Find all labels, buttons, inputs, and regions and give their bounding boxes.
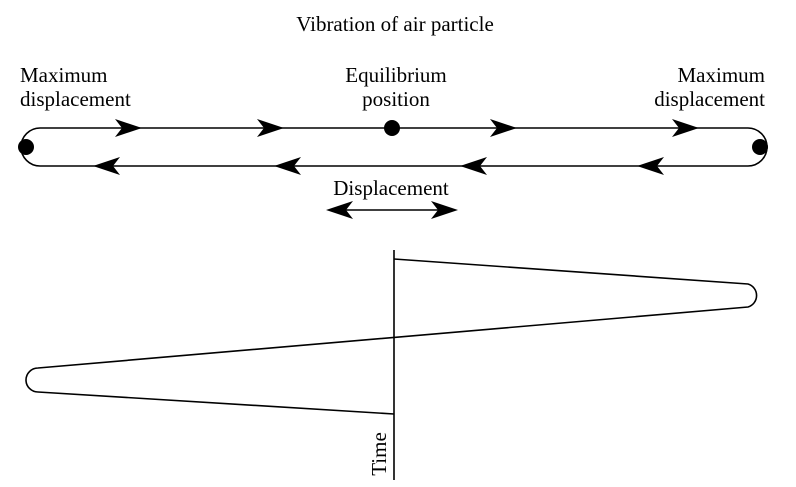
oscillation-path: [25, 258, 758, 415]
double-arrow-icon: [326, 201, 458, 219]
left-max-displacement-label-line2: displacement: [20, 87, 131, 111]
right-max-displacement-label-line2: displacement: [654, 87, 765, 111]
time-axis-label: Time: [367, 432, 391, 476]
arrows-top-rightward: [115, 119, 699, 137]
left-max-displacement-dot: [18, 139, 34, 155]
equilibrium-label-line1: Equilibrium: [345, 63, 447, 87]
arrows-bottom-leftward: [93, 157, 664, 175]
equilibrium-dot: [384, 120, 400, 136]
left-max-displacement-label-line1: Maximum: [20, 63, 108, 87]
vibration-loop-path: [20, 127, 768, 167]
arrow-right-icon: [672, 119, 699, 137]
arrow-left-icon: [274, 157, 301, 175]
arrow-left-icon: [93, 157, 120, 175]
arrow-right-icon: [115, 119, 142, 137]
arrow-left-icon: [460, 157, 487, 175]
right-max-displacement-label-line1: Maximum: [678, 63, 766, 87]
equilibrium-label-line2: position: [362, 87, 430, 111]
arrow-right-icon: [257, 119, 284, 137]
displacement-label: Displacement: [333, 176, 449, 200]
right-max-displacement-dot: [752, 139, 768, 155]
arrow-left-icon: [637, 157, 664, 175]
arrow-right-icon: [490, 119, 517, 137]
diagram-title: Vibration of air particle: [296, 12, 494, 36]
